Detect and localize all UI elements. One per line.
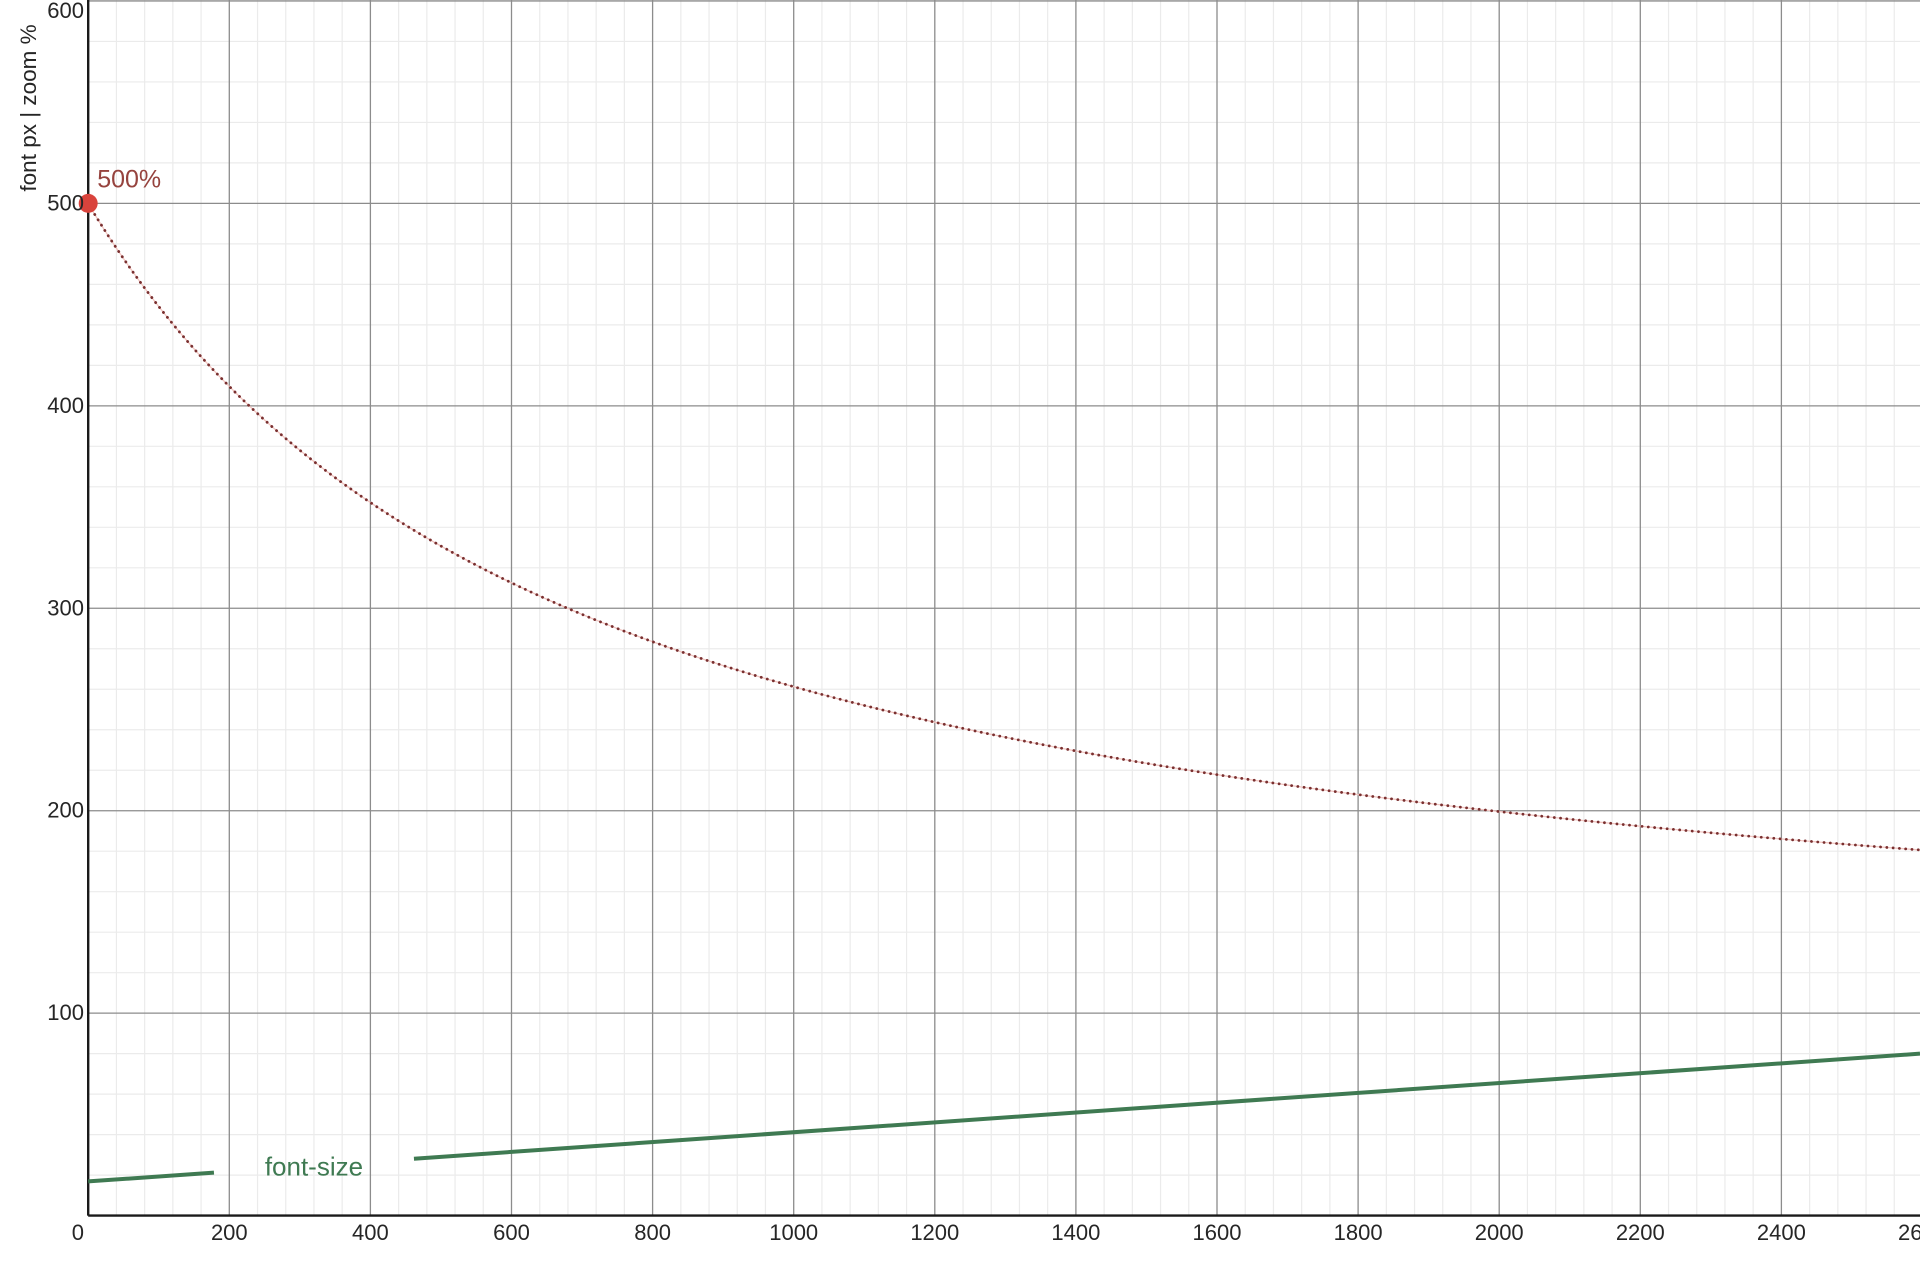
- svg-text:500%: 500%: [97, 165, 161, 193]
- svg-text:0: 0: [72, 1220, 84, 1245]
- svg-text:400: 400: [352, 1220, 389, 1245]
- svg-text:font px | zoom %: font px | zoom %: [16, 24, 41, 191]
- svg-text:500: 500: [47, 190, 84, 215]
- svg-text:2200: 2200: [1616, 1220, 1665, 1245]
- svg-text:300: 300: [47, 595, 84, 620]
- svg-text:600: 600: [493, 1220, 530, 1245]
- svg-text:1200: 1200: [910, 1220, 959, 1245]
- svg-text:1800: 1800: [1334, 1220, 1383, 1245]
- svg-text:400: 400: [47, 393, 84, 418]
- svg-text:2400: 2400: [1757, 1220, 1806, 1245]
- svg-text:font-size: font-size: [265, 1152, 363, 1182]
- svg-text:1000: 1000: [769, 1220, 818, 1245]
- svg-text:1600: 1600: [1193, 1220, 1242, 1245]
- svg-text:2000: 2000: [1475, 1220, 1524, 1245]
- svg-text:200: 200: [211, 1220, 248, 1245]
- svg-text:1400: 1400: [1051, 1220, 1100, 1245]
- svg-text:200: 200: [47, 798, 84, 823]
- svg-text:600: 600: [47, 0, 84, 23]
- svg-text:100: 100: [47, 1000, 84, 1025]
- svg-text:800: 800: [634, 1220, 671, 1245]
- svg-text:2600: 2600: [1898, 1220, 1920, 1245]
